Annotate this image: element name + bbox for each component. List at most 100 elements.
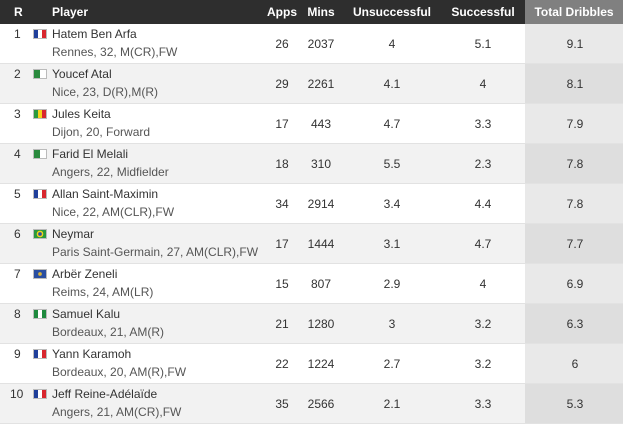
apps: 35 [275, 397, 289, 411]
highlight-column [525, 304, 623, 343]
rank: 1 [14, 27, 21, 41]
total: 6.3 [566, 317, 584, 331]
player-name[interactable]: Samuel Kalu [52, 307, 121, 321]
successful: 3.2 [474, 357, 492, 371]
player-detail: Angers, 21, AM(CR),FW [52, 405, 182, 419]
table-row: 8 Samuel Kalu Bordeaux, 21, AM(R) 21 1280 3 3.… [0, 304, 623, 344]
highlight-column [525, 64, 623, 103]
total: 8.1 [566, 77, 584, 91]
successful: 3.2 [474, 317, 492, 331]
unsuccessful: 4 [388, 37, 396, 51]
unsuccessful: 3.4 [383, 197, 401, 211]
rank: 2 [14, 67, 21, 81]
flag-icon [33, 349, 47, 359]
rank: 9 [14, 347, 21, 361]
mins: 2261 [307, 77, 335, 91]
table-row: 2 Youcef Atal Nice, 23, D(R),M(R) 29 2261 4.1… [0, 64, 623, 104]
rank: 4 [14, 147, 21, 161]
mins: 2566 [307, 397, 335, 411]
apps: 21 [275, 317, 289, 331]
total: 7.8 [566, 157, 584, 171]
header-mins[interactable]: Mins [307, 5, 335, 19]
highlight-column [525, 104, 623, 143]
table-row: 3 Jules Keita Dijon, 20, Forward 17 443 4.7 3.… [0, 104, 623, 144]
mins: 807 [310, 277, 332, 291]
successful: 3.3 [474, 117, 492, 131]
unsuccessful: 4.1 [383, 77, 401, 91]
rank: 6 [14, 227, 21, 241]
total: 5.3 [566, 397, 584, 411]
header-rank[interactable]: R [14, 5, 23, 19]
successful: 2.3 [474, 157, 492, 171]
highlight-column [525, 144, 623, 183]
rank: 7 [14, 267, 21, 281]
header-apps[interactable]: Apps [267, 5, 297, 19]
flag-icon [33, 69, 47, 79]
flag-icon [33, 109, 47, 119]
player-name[interactable]: Hatem Ben Arfa [52, 27, 137, 41]
mins: 1280 [307, 317, 335, 331]
player-name[interactable]: Farid El Melali [52, 147, 129, 161]
successful: 4.7 [474, 237, 492, 251]
player-name[interactable]: Allan Saint-Maximin [52, 187, 159, 201]
rank: 8 [14, 307, 21, 321]
total: 9.1 [566, 37, 584, 51]
apps: 26 [275, 37, 289, 51]
header-unsuccessful[interactable]: Unsuccessful [352, 5, 432, 19]
table-row: 6 Neymar Paris Saint-Germain, 27, AM(CLR),… [0, 224, 623, 264]
rank: 3 [14, 107, 21, 121]
rank: 5 [14, 187, 21, 201]
mins: 1444 [307, 237, 335, 251]
total: 7.9 [566, 117, 584, 131]
player-detail: Reims, 24, AM(LR) [52, 285, 154, 299]
player-detail: Rennes, 32, M(CR),FW [52, 45, 178, 59]
header-successful[interactable]: Successful [451, 5, 515, 19]
unsuccessful: 2.7 [383, 357, 401, 371]
flag-icon [33, 189, 47, 199]
flag-icon [33, 269, 47, 279]
player-detail: Bordeaux, 20, AM(R),FW [52, 365, 187, 379]
table-row: 10 Jeff Reine-Adélaïde Angers, 21, AM(CR),… [0, 384, 623, 424]
highlight-column [525, 184, 623, 223]
successful: 3.3 [474, 397, 492, 411]
player-name[interactable]: Youcef Atal [52, 67, 112, 81]
highlight-column [525, 264, 623, 303]
header-player[interactable]: Player [52, 5, 89, 19]
table-row: 7 Arbër Zeneli Reims, 24, AM(LR) 15 807 2.9 4 6… [0, 264, 623, 304]
successful: 4 [479, 277, 487, 291]
mins: 2914 [307, 197, 335, 211]
total: 6.9 [566, 277, 584, 291]
player-name[interactable]: Arbër Zeneli [52, 267, 118, 281]
table-row: 9 Yann Karamoh Bordeaux, 20, AM(R),FW 22 122… [0, 344, 623, 384]
unsuccessful: 3 [388, 317, 396, 331]
total: 7.7 [566, 237, 584, 251]
mins: 1224 [307, 357, 335, 371]
player-detail: Nice, 22, AM(CLR),FW [52, 205, 175, 219]
player-name[interactable]: Jeff Reine-Adélaïde [52, 387, 158, 401]
player-detail: Angers, 22, Midfielder [52, 165, 169, 179]
flag-icon [33, 229, 47, 239]
header-total[interactable]: Total Dribbles [525, 0, 623, 24]
flag-icon [33, 389, 47, 399]
apps: 17 [275, 237, 289, 251]
unsuccessful: 4.7 [383, 117, 401, 131]
player-name[interactable]: Neymar [52, 227, 95, 241]
mins: 443 [310, 117, 332, 131]
apps: 15 [275, 277, 289, 291]
apps: 22 [275, 357, 289, 371]
table-row: 1 Hatem Ben Arfa Rennes, 32, M(CR),FW 26 203… [0, 24, 623, 64]
player-detail: Nice, 23, D(R),M(R) [52, 85, 159, 99]
mins: 310 [310, 157, 332, 171]
player-name[interactable]: Jules Keita [52, 107, 111, 121]
rank: 10 [10, 387, 24, 401]
mins: 2037 [307, 37, 335, 51]
total: 6 [571, 357, 579, 371]
player-name[interactable]: Yann Karamoh [52, 347, 132, 361]
table-header: R Player Apps Mins Unsuccessful Total Dr… [0, 0, 623, 24]
successful: 4.4 [474, 197, 492, 211]
highlight-column [525, 344, 623, 383]
total: 7.8 [566, 197, 584, 211]
flag-icon [33, 309, 47, 319]
highlight-column [525, 384, 623, 423]
unsuccessful: 3.1 [383, 237, 401, 251]
